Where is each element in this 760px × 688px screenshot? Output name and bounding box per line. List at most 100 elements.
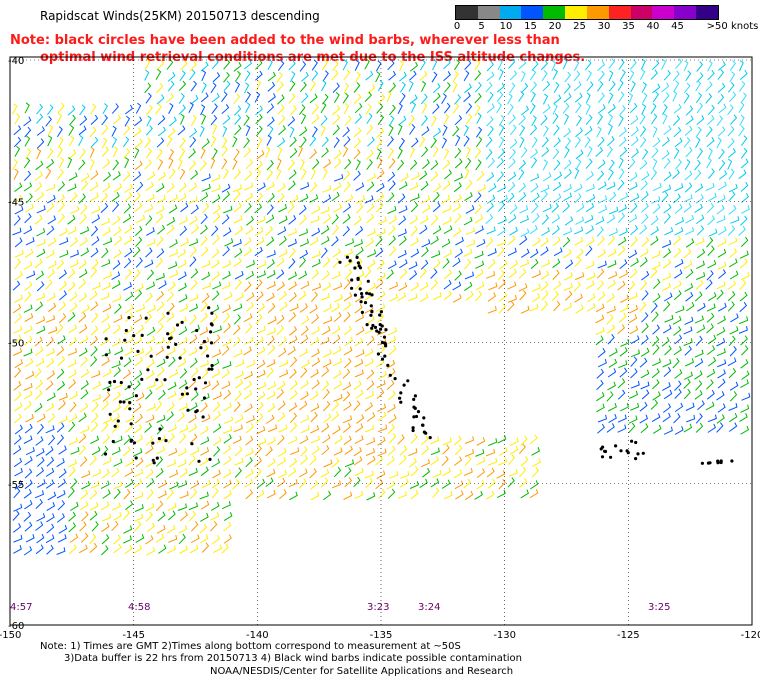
wind-barb bbox=[288, 258, 296, 269]
wind-barb bbox=[695, 380, 703, 391]
wind-barb bbox=[190, 170, 199, 180]
wind-barb bbox=[311, 357, 321, 367]
wind-barb bbox=[706, 389, 715, 400]
wind-barb bbox=[300, 367, 308, 378]
wind-barb bbox=[707, 423, 717, 433]
wind-barb bbox=[190, 94, 199, 105]
wind-barb bbox=[641, 290, 649, 301]
wind-barb bbox=[212, 411, 221, 421]
wind-barb bbox=[211, 225, 219, 236]
wind-barb bbox=[729, 270, 739, 280]
wind-barb bbox=[47, 148, 54, 159]
wind-barb bbox=[122, 136, 130, 148]
wind-barb bbox=[134, 202, 143, 213]
wind-barb bbox=[177, 412, 185, 423]
wind-barb bbox=[24, 291, 32, 302]
wind-barb bbox=[211, 259, 220, 269]
wind-barb bbox=[223, 469, 232, 479]
wind-barb bbox=[641, 103, 647, 115]
wind-barb bbox=[111, 192, 120, 202]
wind-barb bbox=[47, 104, 54, 116]
wind-barb bbox=[453, 435, 462, 446]
wind-barb bbox=[354, 103, 363, 114]
wind-barb bbox=[586, 81, 594, 92]
wind-barb bbox=[57, 136, 64, 148]
wind-barb bbox=[243, 371, 253, 380]
wind-barb bbox=[685, 268, 694, 279]
wind-barb bbox=[640, 369, 650, 379]
contamination-dot bbox=[201, 415, 205, 419]
wind-barb bbox=[400, 471, 410, 479]
wind-barb bbox=[210, 502, 220, 511]
wind-barb bbox=[79, 402, 89, 413]
time-label: 4:58 bbox=[128, 602, 150, 613]
wind-barb bbox=[100, 217, 110, 226]
wind-barb bbox=[156, 424, 164, 435]
wind-barb bbox=[333, 137, 340, 148]
wind-barb bbox=[265, 181, 275, 191]
wind-barb bbox=[564, 147, 570, 158]
wind-barb bbox=[519, 235, 528, 246]
wind-barb bbox=[575, 127, 583, 138]
wind-barb bbox=[156, 435, 166, 444]
wind-barb bbox=[398, 137, 405, 149]
wind-barb bbox=[730, 313, 739, 323]
wind-barb bbox=[388, 293, 398, 302]
wind-barb bbox=[617, 280, 626, 291]
wind-barb bbox=[618, 91, 625, 103]
wind-barb bbox=[37, 456, 45, 467]
wind-barb bbox=[607, 368, 617, 378]
wind-barb bbox=[410, 248, 420, 258]
wind-barb bbox=[651, 413, 661, 423]
wind-barb bbox=[430, 447, 440, 456]
wind-barb bbox=[233, 105, 242, 116]
wind-barb bbox=[113, 366, 121, 378]
wind-barb bbox=[617, 424, 627, 433]
wind-barb bbox=[56, 259, 65, 270]
wind-barb bbox=[145, 468, 154, 479]
wind-barb bbox=[321, 59, 329, 70]
wind-barb bbox=[564, 137, 572, 149]
wind-barb bbox=[441, 137, 448, 149]
wind-barb bbox=[332, 480, 342, 489]
wind-barb bbox=[475, 159, 482, 171]
wind-barb bbox=[155, 346, 165, 356]
wind-barb bbox=[311, 70, 319, 81]
wind-barb bbox=[386, 456, 395, 466]
wind-barb bbox=[521, 248, 530, 258]
wind-barb bbox=[267, 316, 277, 325]
wind-barb bbox=[661, 82, 670, 93]
wind-barb bbox=[210, 135, 217, 147]
wind-barb bbox=[124, 157, 130, 169]
wind-barb bbox=[562, 237, 571, 248]
wind-barb bbox=[179, 137, 186, 149]
wind-barb bbox=[223, 490, 232, 500]
wind-barb bbox=[706, 157, 712, 169]
wind-barb bbox=[353, 148, 361, 160]
wind-barb bbox=[672, 316, 682, 325]
legend-label: 10 bbox=[499, 21, 513, 32]
wind-barb bbox=[375, 279, 384, 289]
wind-barb bbox=[144, 137, 151, 149]
wind-barb bbox=[507, 93, 513, 105]
wind-barb bbox=[91, 394, 101, 402]
wind-barb bbox=[277, 137, 286, 148]
wind-barb bbox=[430, 215, 439, 226]
wind-barb bbox=[90, 421, 99, 432]
wind-barb bbox=[716, 414, 725, 424]
wind-barb bbox=[608, 414, 617, 424]
wind-barb bbox=[145, 215, 153, 226]
contamination-dot bbox=[614, 444, 618, 448]
wind-barb bbox=[124, 224, 133, 235]
contamination-dot bbox=[366, 279, 370, 283]
wind-barb bbox=[267, 303, 276, 314]
wind-barb bbox=[277, 146, 283, 158]
wind-barb bbox=[67, 487, 75, 499]
wind-barb bbox=[101, 313, 110, 324]
wind-barb bbox=[375, 71, 381, 83]
wind-barb bbox=[584, 136, 591, 148]
contamination-dot bbox=[197, 459, 201, 463]
wind-barb bbox=[146, 304, 156, 314]
wind-barb bbox=[80, 489, 89, 500]
wind-barb bbox=[34, 336, 43, 347]
